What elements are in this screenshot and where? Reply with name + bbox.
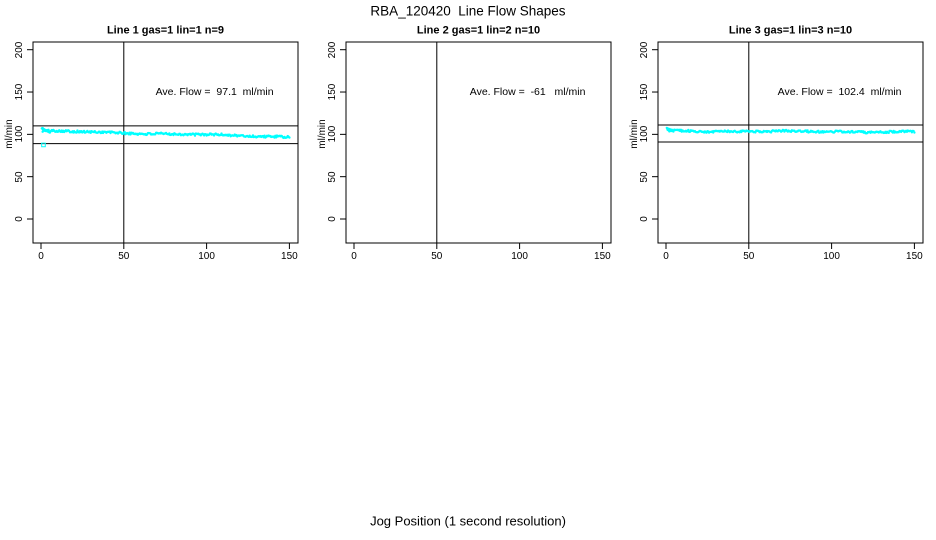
flow-data-point: [123, 130, 126, 134]
panel-title: Line 2 gas=1 lin=2 n=10: [416, 24, 541, 37]
x-tick-label: 100: [198, 251, 215, 262]
y-tick-label: 0: [639, 216, 650, 222]
x-tick-label: 50: [118, 251, 130, 262]
figure-title: RBA_120420 Line Flow Shapes: [370, 3, 566, 19]
ave-flow-annotation: Ave. Flow = 97.1 ml/min: [155, 85, 274, 98]
y-tick-label: 200: [639, 41, 650, 59]
flow-data-point: [672, 130, 675, 133]
plot-box: [657, 41, 924, 244]
y-tick-label: 150: [14, 83, 25, 101]
x-tick-label: 150: [594, 251, 611, 262]
x-axis-title: Jog Position (1 second resolution): [370, 513, 566, 529]
y-tick-label: 0: [327, 216, 338, 222]
flow-outlier-point: [41, 142, 46, 148]
x-tick-label: 150: [281, 251, 298, 262]
y-tick-label: 50: [639, 171, 650, 183]
flow-data-point: [687, 128, 690, 132]
x-tick-label: 100: [823, 251, 840, 262]
flow-data-point: [817, 129, 820, 132]
y-axis-title: ml/min: [4, 119, 15, 150]
y-tick-label: 100: [327, 126, 338, 143]
y-tick-label: 100: [14, 126, 25, 143]
plot-box: [345, 41, 612, 244]
x-tick-label: 0: [663, 251, 669, 262]
y-tick-label: 200: [14, 41, 25, 59]
x-tick-label: 0: [351, 251, 357, 262]
flow-data-point: [887, 131, 890, 135]
y-tick-label: 200: [327, 41, 338, 59]
x-tick-label: 150: [906, 251, 923, 262]
flow-data-point: [48, 131, 52, 134]
y-axis-title: ml/min: [317, 119, 328, 150]
ave-flow-annotation: Ave. Flow = 102.4 ml/min: [777, 85, 902, 98]
panel-title: Line 1 gas=1 lin=1 n=9: [106, 24, 225, 37]
y-tick-label: 50: [14, 171, 25, 183]
y-tick-label: 100: [639, 126, 650, 143]
y-tick-label: 150: [639, 83, 650, 101]
flow-data-point: [193, 134, 197, 137]
y-tick-label: 50: [327, 171, 338, 183]
y-axis-title: ml/min: [629, 119, 640, 150]
flow-data-point: [288, 136, 291, 139]
ave-flow-annotation: Ave. Flow = -61 ml/min: [469, 85, 586, 98]
y-tick-label: 150: [327, 83, 338, 101]
x-tick-label: 50: [743, 251, 755, 262]
flow-data-point: [806, 129, 809, 132]
x-tick-label: 100: [511, 251, 528, 262]
x-tick-label: 0: [38, 251, 44, 262]
panel-title: Line 3 gas=1 lin=3 n=10: [728, 24, 853, 37]
x-tick-label: 50: [431, 251, 443, 262]
y-tick-label: 0: [14, 216, 25, 222]
plot-box: [32, 41, 299, 244]
flow-data-point: [913, 131, 916, 134]
